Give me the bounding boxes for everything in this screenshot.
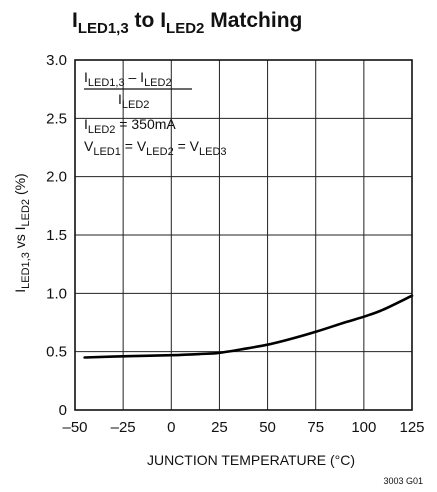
chart-title: ILED1,3 to ILED2 Matching <box>72 9 302 37</box>
y-tick-label: 3.0 <box>46 52 67 69</box>
x-tick-label: 25 <box>211 419 228 436</box>
figure-id: 3003 G01 <box>383 476 423 486</box>
y-tick-label: 0 <box>59 402 67 419</box>
y-axis-title: ILED1,3 vs ILED2 (%) <box>12 173 32 292</box>
plot-frame <box>74 59 413 411</box>
x-tick-label: 100 <box>351 419 376 436</box>
x-tick-label: 50 <box>259 419 276 436</box>
ratio-numerator: ILED1,3 – ILED2 <box>84 69 172 89</box>
x-tick-label: –25 <box>111 419 136 436</box>
x-tick-label: 75 <box>307 419 324 436</box>
y-tick-label: 2.5 <box>46 110 67 127</box>
y-tick-label: 0.5 <box>46 344 67 361</box>
y-tick-label: 2.0 <box>46 169 67 186</box>
x-tick-label: –50 <box>62 419 87 436</box>
x-tick-label: 125 <box>399 419 424 436</box>
axis-ticks: –50 –25 0 25 50 75 100 125 0 0.5 1.0 1.5 2.0 2.5 3.0 <box>46 52 424 436</box>
y-tick-label: 1.0 <box>46 285 67 302</box>
current-setting-label: ILED2 = 350mA <box>84 116 176 136</box>
y-tick-label: 1.5 <box>46 227 67 244</box>
annotation-block: ILED1,3 – ILED2 ILED2 ILED2 = 350mA VLED… <box>84 69 227 158</box>
matching-curve <box>83 294 414 359</box>
ratio-denominator: ILED2 <box>118 91 149 111</box>
x-axis-title: JUNCTION TEMPERATURE (°C) <box>147 452 355 468</box>
x-tick-label: 0 <box>167 419 175 436</box>
voltage-condition-label: VLED1 = VLED2 = VLED3 <box>84 138 227 158</box>
grid-lines <box>75 60 412 410</box>
data-series <box>83 294 414 359</box>
